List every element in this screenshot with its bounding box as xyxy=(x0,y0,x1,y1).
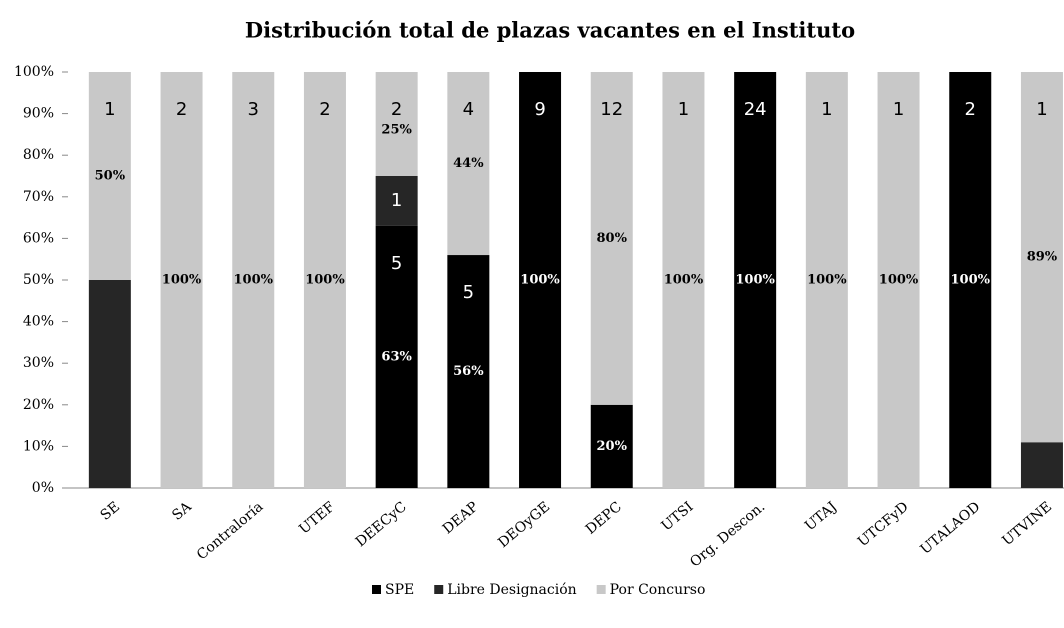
count-label: 2 xyxy=(965,99,976,120)
x-tick-label: UTSI xyxy=(659,499,697,535)
value-label: 100% xyxy=(879,273,919,288)
y-tick-label: 70% xyxy=(23,189,54,205)
count-label: 5 xyxy=(391,253,402,274)
count-label: 1 xyxy=(893,99,904,120)
x-tick-label: DEPC xyxy=(583,499,625,538)
count-label: 9 xyxy=(534,99,545,120)
value-label: 100% xyxy=(807,273,847,288)
bar-segment xyxy=(232,72,275,488)
x-tick-label: SE xyxy=(98,499,123,524)
legend-label: Por Concurso xyxy=(610,582,706,598)
chart-title: Distribución total de plazas vacantes en… xyxy=(245,18,855,43)
bar-segment xyxy=(447,72,490,256)
value-label: 25% xyxy=(381,123,412,138)
y-tick-label: 100% xyxy=(14,64,54,80)
x-tick-label: UTAJ xyxy=(802,499,840,534)
count-label: 2 xyxy=(319,99,330,120)
value-label: 100% xyxy=(520,273,560,288)
bar-segment xyxy=(88,280,131,488)
bar-segment xyxy=(877,72,920,488)
value-label: 100% xyxy=(951,273,991,288)
value-label: 80% xyxy=(597,231,628,246)
value-label: 100% xyxy=(162,273,202,288)
count-label: 3 xyxy=(248,99,259,120)
legend-swatch xyxy=(372,585,381,594)
y-tick-label: 40% xyxy=(23,314,54,330)
bar-segment xyxy=(1020,72,1063,443)
value-label: 100% xyxy=(664,273,704,288)
x-tick-label: DEOyGE xyxy=(495,499,553,551)
x-tick-label: DEAP xyxy=(440,499,482,538)
value-label: 20% xyxy=(597,439,628,454)
x-tick-label: Contraloría xyxy=(194,499,267,563)
bar-segment xyxy=(662,72,705,488)
count-label: 2 xyxy=(391,99,402,120)
legend-swatch xyxy=(434,585,444,594)
value-label: 63% xyxy=(381,349,412,364)
y-tick-label: 10% xyxy=(23,438,54,454)
y-tick-label: 0% xyxy=(32,480,54,496)
count-label: 1 xyxy=(821,99,832,120)
bar-segment xyxy=(375,72,418,176)
x-tick-label: UTCFyD xyxy=(855,499,912,550)
bar-segment xyxy=(949,72,992,488)
y-tick-label: 60% xyxy=(23,230,54,246)
count-label: 1 xyxy=(391,190,402,211)
bar-segment xyxy=(1020,442,1063,488)
value-label: 50% xyxy=(95,169,126,184)
bar-segment xyxy=(805,72,848,488)
count-label: 24 xyxy=(744,99,767,120)
y-tick-label: 20% xyxy=(23,397,54,413)
y-tick-label: 50% xyxy=(23,272,54,288)
value-label: 100% xyxy=(234,273,274,288)
count-label: 4 xyxy=(463,99,474,120)
bar-segment xyxy=(734,72,777,488)
bar-segment xyxy=(375,225,418,489)
bar-segment xyxy=(160,72,203,488)
bar-segment xyxy=(375,176,418,226)
bar-segment xyxy=(447,255,490,488)
legend-label: Libre Designación xyxy=(447,582,576,598)
value-label: 56% xyxy=(453,364,484,379)
legend-swatch xyxy=(596,585,606,594)
x-tick-label: DEECyC xyxy=(353,499,410,550)
legend-label: SPE xyxy=(385,582,414,598)
value-label: 100% xyxy=(735,273,775,288)
x-tick-label: UTALAOD xyxy=(917,499,983,558)
x-tick-label: Org. Descon. xyxy=(687,499,768,571)
value-label: 89% xyxy=(1027,250,1058,265)
count-label: 2 xyxy=(176,99,187,120)
bar-segment xyxy=(590,72,633,405)
y-tick-label: 80% xyxy=(23,147,54,163)
bar-segment xyxy=(590,404,633,488)
bar-segment xyxy=(88,72,131,280)
count-label: 12 xyxy=(600,99,623,120)
count-label: 1 xyxy=(678,99,689,120)
count-label: 1 xyxy=(104,99,115,120)
x-tick-label: UTEF xyxy=(296,499,338,538)
bar-segment xyxy=(519,72,562,488)
count-label: 5 xyxy=(463,282,474,303)
x-tick-label: SA xyxy=(169,498,195,523)
y-tick-label: 30% xyxy=(23,355,54,371)
y-tick-label: 90% xyxy=(23,106,54,122)
x-tick-label: UTVINE xyxy=(999,499,1055,549)
bar-segment xyxy=(303,72,346,488)
count-label: 1 xyxy=(1036,99,1047,120)
value-label: 100% xyxy=(305,273,345,288)
value-label: 44% xyxy=(453,156,484,171)
